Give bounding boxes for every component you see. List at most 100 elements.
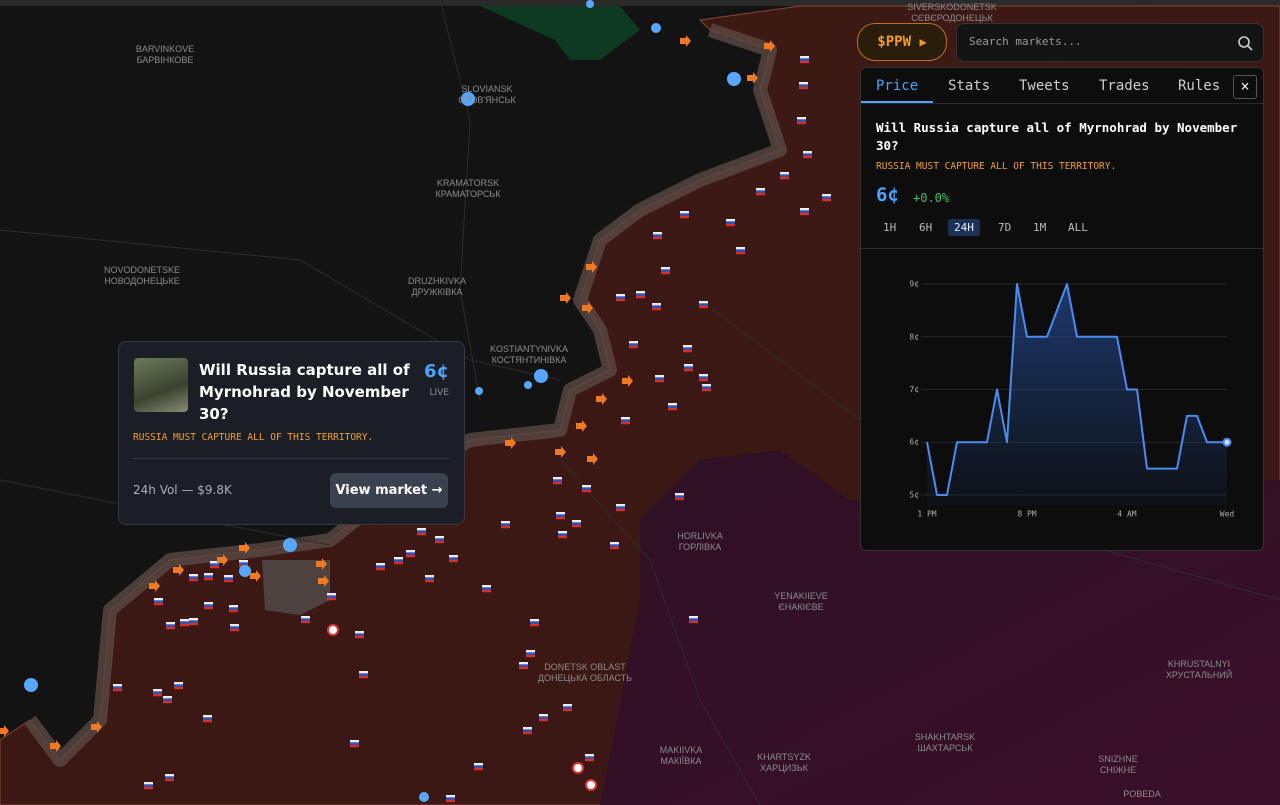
flag-white xyxy=(563,704,572,707)
map-label: HORLIVKA xyxy=(677,531,723,541)
map-label: DONETSK OBLAST xyxy=(544,662,626,672)
advance-arrow xyxy=(316,558,327,570)
flag-white xyxy=(689,616,698,619)
flag-blue xyxy=(301,618,310,621)
flag-red xyxy=(482,589,491,593)
flag-red xyxy=(726,223,735,227)
flag-red xyxy=(780,176,789,180)
flag-red xyxy=(153,693,162,697)
view-market-button[interactable]: View market → xyxy=(330,473,448,508)
flag-white xyxy=(189,574,198,577)
map-label: KHARTSYZK xyxy=(757,752,811,762)
divider xyxy=(861,103,1263,104)
flag-red xyxy=(189,578,198,582)
x-tick-label: 8 PM xyxy=(1017,510,1036,519)
advance-arrow xyxy=(587,453,598,465)
flag-red xyxy=(327,597,336,601)
tab[interactable]: Rules xyxy=(1178,78,1221,94)
flag-blue xyxy=(653,234,662,237)
road xyxy=(439,0,481,401)
markers xyxy=(0,0,831,803)
range-button[interactable]: 24H xyxy=(948,219,980,236)
flag-red xyxy=(680,215,689,219)
flag-white xyxy=(165,774,174,777)
flag-red xyxy=(661,271,670,275)
unit-dot xyxy=(586,0,594,8)
search-box[interactable]: Search markets... xyxy=(956,23,1264,62)
tab[interactable]: Price xyxy=(876,78,919,94)
flag-blue xyxy=(661,269,670,272)
flag-red xyxy=(629,345,638,349)
flag-white xyxy=(556,512,565,515)
flag-red xyxy=(163,700,172,704)
map-label: SIVERSKODONETSK xyxy=(907,2,997,12)
flag-white xyxy=(355,631,364,634)
tab[interactable]: Trades xyxy=(1099,78,1150,94)
divider xyxy=(133,458,449,459)
range-button[interactable]: 1H xyxy=(883,221,897,234)
last-price-marker xyxy=(1222,437,1232,447)
unit-dot xyxy=(475,387,483,395)
flag-blue xyxy=(519,664,528,667)
y-tick-label: 6¢ xyxy=(909,438,919,447)
flag-white xyxy=(376,563,385,566)
flag-blue xyxy=(210,563,219,566)
map-label-native: ДРУЖКІВКА xyxy=(412,287,463,297)
flag-red xyxy=(653,236,662,240)
flag-white xyxy=(417,528,426,531)
y-tick-label: 5¢ xyxy=(909,490,919,499)
range-button[interactable]: 1M xyxy=(1033,221,1047,234)
search-icon xyxy=(1238,36,1253,51)
range-button[interactable]: 6H xyxy=(919,221,933,234)
flag-red xyxy=(165,778,174,782)
flag-red xyxy=(144,786,153,790)
map-label: MAKIIVKA xyxy=(660,745,703,755)
advance-arrow xyxy=(680,35,691,47)
flag-white xyxy=(449,555,458,558)
popup-status: LIVE xyxy=(429,388,449,398)
flag-blue xyxy=(652,305,661,308)
flag-blue xyxy=(621,419,630,422)
flag-red xyxy=(736,251,745,255)
flag-blue xyxy=(229,607,238,610)
flag-white xyxy=(153,689,162,692)
strike-marker xyxy=(585,779,597,791)
flag-red xyxy=(154,602,163,606)
flag-white xyxy=(166,622,175,625)
flag-red xyxy=(526,654,535,658)
advance-arrow xyxy=(0,725,9,737)
price-line xyxy=(926,283,1227,496)
flag-blue xyxy=(684,366,693,369)
flag-white xyxy=(553,477,562,480)
flag-blue xyxy=(702,386,711,389)
flag-white xyxy=(800,208,809,211)
flag-red xyxy=(166,626,175,630)
token-button[interactable]: $PPW ▶ xyxy=(857,23,947,61)
flag-blue xyxy=(636,293,645,296)
flag-red xyxy=(803,155,812,159)
flag-red xyxy=(675,497,684,501)
unit-dot xyxy=(534,369,548,383)
advance-arrow xyxy=(50,740,61,752)
map-label: DRUZHKIVKA xyxy=(408,276,466,286)
range-button[interactable]: 7D xyxy=(998,221,1012,234)
flag-blue xyxy=(501,523,510,526)
flag-red xyxy=(519,666,528,670)
tab[interactable]: Stats xyxy=(948,78,991,94)
divider xyxy=(861,248,1263,249)
advance-arrow xyxy=(560,292,571,304)
flag-blue xyxy=(406,552,415,555)
y-tick-label: 9¢ xyxy=(909,280,919,289)
flag-red xyxy=(189,622,198,626)
road xyxy=(559,459,761,805)
close-button[interactable]: × xyxy=(1233,75,1257,99)
flag-white xyxy=(558,531,567,534)
flag-red xyxy=(699,305,708,309)
range-button[interactable]: ALL xyxy=(1068,221,1088,234)
flag-blue xyxy=(239,562,248,565)
flag-red xyxy=(684,368,693,372)
tab[interactable]: Tweets xyxy=(1019,78,1070,94)
flag-white xyxy=(204,602,213,605)
flag-blue xyxy=(230,626,239,629)
